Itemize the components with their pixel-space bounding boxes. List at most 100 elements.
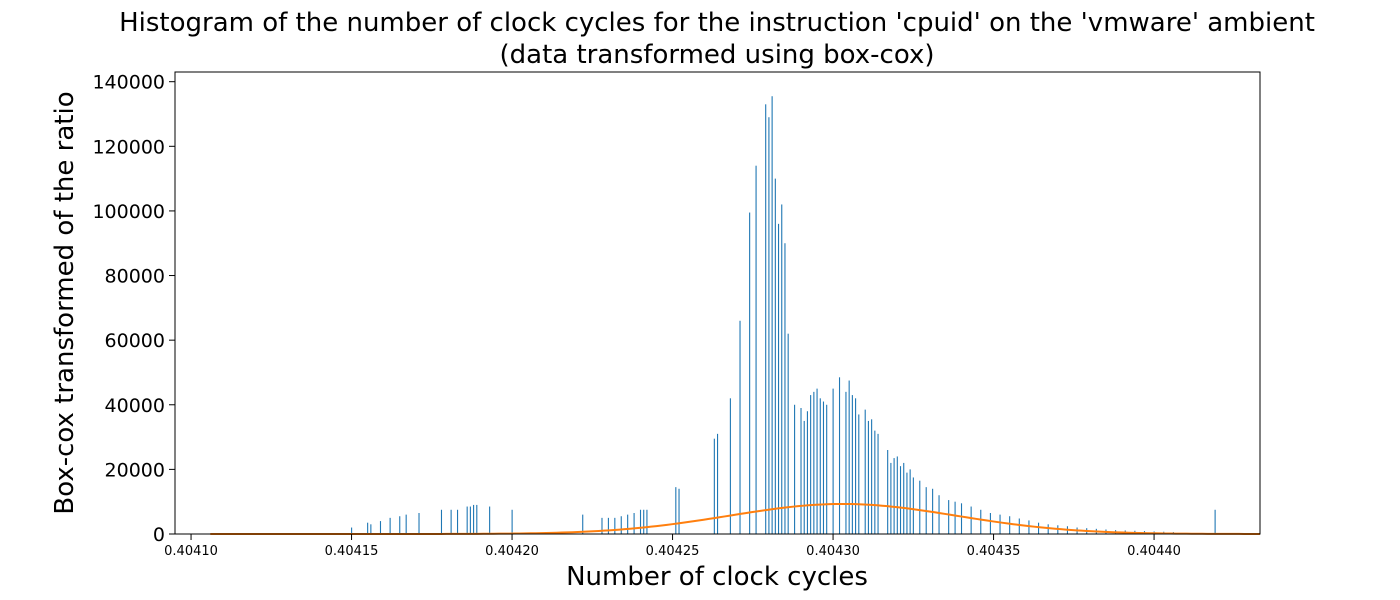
x-tick-label: 0.40425	[646, 544, 700, 559]
histogram-bar	[826, 404, 828, 534]
histogram-bar	[755, 165, 757, 534]
chart-title: Histogram of the number of clock cycles …	[119, 8, 1315, 38]
histogram-bar	[832, 388, 834, 534]
histogram-bar	[765, 104, 767, 534]
y-tick-label: 120000	[92, 136, 165, 158]
x-tick-label: 0.40415	[325, 544, 379, 559]
histogram-bar	[1047, 524, 1049, 534]
histogram-bar	[774, 178, 776, 534]
histogram-bar	[607, 517, 609, 534]
histogram-bar	[806, 411, 808, 534]
histogram-bar	[989, 513, 991, 534]
y-tick-label: 20000	[105, 459, 165, 481]
histogram-bar	[871, 419, 873, 534]
histogram-bar	[787, 333, 789, 534]
histogram-bars	[351, 96, 1216, 535]
histogram-bar	[713, 438, 715, 534]
histogram-bar	[370, 524, 372, 534]
histogram-bar	[389, 517, 391, 534]
histogram-bar	[960, 503, 963, 534]
x-tick-label: 0.40410	[164, 544, 218, 559]
histogram-bar	[1018, 518, 1020, 534]
histogram-bar	[794, 404, 796, 534]
histogram-bar	[912, 477, 914, 534]
histogram-bar	[729, 398, 731, 534]
histogram-bar	[379, 521, 382, 534]
histogram-bar	[874, 430, 876, 534]
histogram-bar	[717, 433, 719, 534]
histogram-bar	[800, 408, 802, 534]
histogram-bar	[351, 527, 353, 534]
histogram-bar	[440, 509, 443, 534]
y-tick-label: 60000	[105, 330, 165, 352]
plot-area	[174, 71, 1261, 535]
histogram-bar	[450, 509, 452, 534]
histogram-bar	[855, 398, 857, 534]
histogram-bar	[858, 414, 860, 534]
histogram-bar	[887, 450, 889, 534]
histogram-bar	[777, 223, 780, 534]
histogram-bar	[399, 516, 401, 534]
y-axis-label: Box-cox transformed of the ratio	[50, 91, 80, 514]
histogram-bar	[899, 466, 902, 534]
histogram-bar	[896, 456, 898, 534]
histogram-bar	[418, 513, 420, 534]
histogram-bar	[456, 509, 459, 534]
x-tick-label: 0.40440	[1127, 544, 1181, 559]
y-tick-label: 100000	[92, 201, 165, 223]
histogram-bar	[601, 517, 603, 534]
histogram-bar	[768, 117, 770, 534]
histogram-bar	[999, 514, 1001, 534]
histogram-bar	[466, 506, 468, 534]
histogram-bar	[749, 212, 751, 535]
histogram-bar	[816, 388, 818, 534]
histogram-bar	[803, 420, 805, 534]
histogram-bar	[893, 458, 895, 534]
histogram-bar	[890, 462, 892, 534]
histogram-bar	[813, 391, 815, 534]
histogram-bar	[845, 391, 847, 534]
x-tick-label: 0.40430	[806, 544, 860, 559]
histogram-bar	[822, 401, 825, 534]
histogram-bar	[675, 487, 677, 534]
histogram-bar	[643, 509, 645, 534]
histogram-bar	[639, 509, 642, 534]
histogram-bar	[909, 469, 911, 534]
histogram-bar	[867, 420, 869, 534]
x-axis-label: Number of clock cycles	[566, 562, 868, 592]
y-tick-label: 80000	[105, 266, 165, 288]
chart-subtitle: (data transformed using box-cox)	[499, 40, 934, 70]
histogram-bar	[678, 488, 680, 534]
histogram-bar	[646, 509, 648, 534]
histogram-bar	[476, 504, 478, 534]
histogram-bar	[877, 433, 879, 534]
histogram-bar	[784, 243, 786, 535]
histogram-bar	[473, 504, 475, 534]
histogram-bar	[851, 395, 853, 534]
histogram-bar	[633, 513, 635, 534]
histogram-bar	[489, 506, 491, 534]
histogram-bar	[1038, 522, 1040, 534]
histogram-bar	[864, 409, 866, 534]
histogram-bar	[627, 514, 629, 534]
histogram-bar	[614, 517, 616, 534]
histogram-bar	[739, 320, 741, 534]
histogram-bar	[405, 514, 407, 534]
histogram-bar	[810, 395, 812, 534]
histogram-bar	[1028, 520, 1030, 534]
histogram-bar	[367, 522, 369, 534]
x-axis: 0.40410 0.40415 0.40420 0.40425 0.40430 0.404…	[164, 534, 1181, 559]
histogram-bar	[919, 480, 921, 534]
histogram-bar	[1214, 509, 1216, 534]
histogram-bar	[771, 96, 773, 534]
x-tick-label: 0.40420	[485, 544, 539, 559]
plot-frame	[174, 71, 1261, 535]
histogram-bar	[781, 204, 783, 534]
y-tick-label: 140000	[92, 72, 165, 94]
histogram-bar	[1009, 516, 1011, 534]
histogram-bar	[838, 377, 841, 534]
histogram-bar	[511, 509, 513, 534]
histogram-bar	[970, 506, 972, 534]
histogram-bar	[582, 514, 584, 534]
